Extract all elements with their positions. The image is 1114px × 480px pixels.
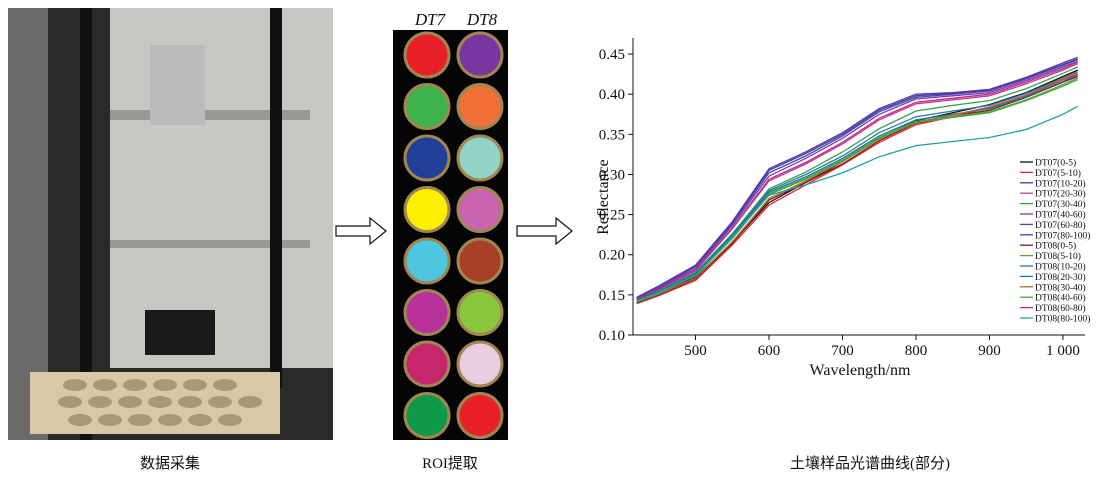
legend-label: DT08(20-30)	[1035, 272, 1086, 283]
frame-post	[270, 8, 282, 388]
legend-label: DT07(20-30)	[1035, 189, 1086, 200]
shelf	[110, 110, 310, 120]
roi-circle	[403, 289, 451, 336]
x-tick-label: 700	[831, 343, 854, 359]
legend-label: DT07(40-60)	[1035, 210, 1086, 221]
legend-label: DT07(5-10)	[1035, 168, 1081, 179]
roi-circle	[456, 289, 504, 336]
series-line	[636, 73, 1078, 305]
camera	[150, 45, 205, 125]
frame-post	[80, 8, 92, 440]
samples	[58, 379, 262, 426]
case	[145, 310, 215, 355]
photo	[8, 8, 333, 440]
series-line	[636, 75, 1078, 304]
roi-label: DT7	[414, 10, 447, 29]
y-tick-label: 0.35	[599, 127, 625, 143]
x-tick-label: 900	[978, 343, 1001, 359]
roi-circle	[456, 237, 504, 285]
caption: 数据采集	[140, 455, 200, 472]
legend-label: DT07(80-100)	[1035, 230, 1090, 241]
y-tick-label: 0.10	[599, 328, 625, 344]
x-tick-label: 1 000	[1046, 343, 1080, 359]
roi-circle	[403, 134, 451, 182]
y-axis-label: Reflectance	[595, 159, 612, 235]
x-tick-label: 500	[684, 343, 707, 359]
roi-circle	[403, 340, 451, 388]
shelf	[110, 240, 310, 248]
legend-label: DT08(0-5)	[1035, 241, 1076, 252]
roi-circle	[403, 31, 451, 79]
caption: ROI提取	[422, 455, 478, 472]
legend-label: DT08(5-10)	[1035, 251, 1081, 262]
roi-circle	[456, 392, 504, 439]
x-tick-label: 600	[758, 343, 781, 359]
legend-label: DT07(0-5)	[1035, 158, 1076, 169]
legend-label: DT08(30-40)	[1035, 282, 1086, 293]
roi-header	[393, 8, 508, 30]
legend-label: DT07(60-80)	[1035, 220, 1086, 231]
roi-circle	[456, 340, 504, 388]
legend-label: DT08(40-60)	[1035, 293, 1086, 304]
roi-circle	[456, 134, 504, 182]
y-tick-label: 0.20	[599, 248, 625, 264]
x-axis-label: Wavelength/nm	[810, 362, 911, 379]
series-line	[636, 59, 1078, 299]
series-line	[636, 74, 1078, 302]
wall	[110, 8, 333, 368]
roi-circle	[403, 83, 451, 130]
roi-circle	[403, 392, 451, 439]
roi-label: DT8	[466, 10, 498, 29]
series-line	[636, 105, 1079, 303]
series-line	[636, 71, 1078, 303]
y-tick-label: 0.25	[599, 208, 625, 224]
y-tick-label: 0.30	[599, 167, 625, 183]
roi-circle	[403, 186, 451, 233]
y-tick-label: 0.40	[599, 87, 625, 103]
legend-label: DT07(30-40)	[1035, 199, 1086, 210]
caption: 土壤样品光谱曲线(部分)	[790, 454, 950, 472]
series-line	[636, 61, 1078, 301]
arrow	[335, 216, 573, 246]
legend-label: DT08(60-80)	[1035, 303, 1086, 314]
roi-circle	[456, 31, 504, 79]
legend-label: DT08(80-100)	[1035, 314, 1090, 325]
legend-label: DT08(10-20)	[1035, 262, 1086, 273]
roi-circle	[403, 237, 451, 285]
x-tick-label: 800	[905, 343, 928, 359]
y-tick-label: 0.45	[599, 47, 625, 63]
series-line	[636, 56, 1078, 298]
roi-circle	[456, 186, 504, 233]
y-tick-label: 0.15	[599, 288, 625, 304]
curtain	[8, 8, 48, 440]
roi-circles	[403, 31, 504, 439]
series-line	[636, 60, 1078, 300]
legend-label: DT07(10-20)	[1035, 178, 1086, 189]
roi-circle	[456, 83, 504, 130]
